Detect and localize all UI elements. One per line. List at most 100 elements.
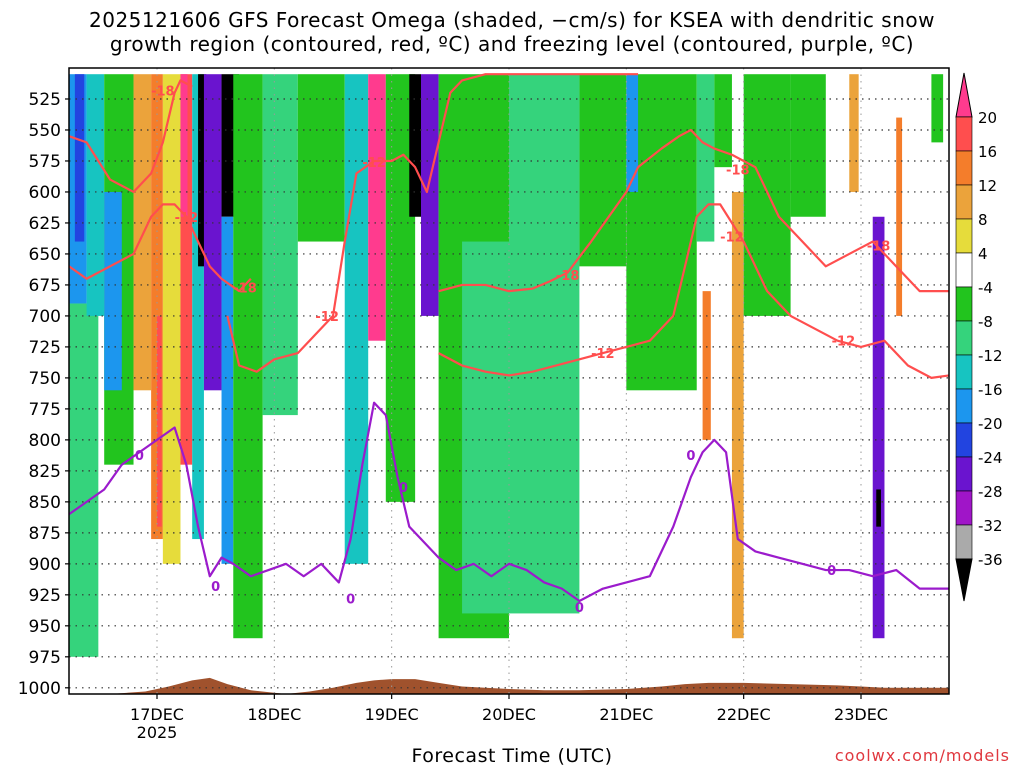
omega-cell-19: [297, 74, 345, 242]
colorbar-label-12: -32: [978, 517, 1003, 535]
y-tick-label-575: 575: [29, 152, 61, 172]
omega-cell-7: [151, 74, 163, 540]
omega-cell-26: [462, 241, 509, 614]
x-tick-label-19DEC: 19DEC: [365, 705, 419, 724]
terrain-layer: [69, 677, 949, 694]
chart-title-line-2: growth region (contoured, red, ºC) and f…: [109, 32, 915, 56]
contour-layer: -18 -12 -18 -12 -12 -18 -18 -18 -12 -12 -12 0 0 0 0 0 0 0: [69, 73, 949, 616]
colorbar-bottom-arrow: [955, 558, 973, 602]
contour-label-5-3: 0: [399, 481, 408, 496]
contour-label-5-2: 0: [346, 593, 355, 608]
colorbar-box-8: [955, 354, 973, 390]
contour-label-3-0: -18: [556, 269, 580, 284]
x-axis-title: Forecast Time (UTC): [411, 745, 613, 767]
omega-cell-32: [702, 291, 711, 440]
y-tick-label-975: 975: [29, 648, 61, 668]
omega-cell-35: [743, 74, 791, 316]
colorbar-label-3: 8: [978, 211, 988, 229]
contour-label-5-4: 0: [575, 601, 584, 616]
contour-label-0-0: -18: [151, 84, 175, 99]
omega-cell-9: [162, 74, 181, 564]
omega-cell-6: [133, 74, 152, 391]
colorbar-label-0: 20: [978, 109, 997, 127]
colorbar-label-4: 4: [978, 245, 988, 263]
colorbar-box-5: [955, 252, 973, 288]
x-tick-label-17DEC: 17DEC: [130, 705, 184, 724]
omega-shading-layer: [69, 74, 944, 657]
colorbar: 20 16 12 8 4 -4 -8 -12 -16 -20 -24 -28 -32 -36: [955, 72, 1003, 602]
contour-label-4-2: -12: [832, 335, 856, 350]
y-tick-label-675: 675: [29, 276, 61, 296]
y-tick-label-850: 850: [29, 493, 61, 513]
omega-cell-28: [579, 74, 627, 267]
colorbar-box-3: [955, 184, 973, 220]
y-tick-label-800: 800: [29, 431, 61, 451]
omega-cell-27: [509, 74, 580, 614]
contour-label-4-1: -12: [720, 231, 744, 246]
contour-label-1-1: -18: [233, 281, 257, 296]
y-tick-label-600: 600: [29, 183, 61, 203]
y-tick-label-825: 825: [29, 462, 61, 482]
contour-label-5-0: 0: [135, 449, 144, 464]
contour-label-3-2: -18: [867, 239, 891, 254]
x-tick-label-21DEC: 21DEC: [599, 705, 653, 724]
contour-line-3: [438, 128, 949, 293]
colorbar-label-9: -20: [978, 415, 1003, 433]
colorbar-box-10: [955, 422, 973, 458]
colorbar-box-9: [955, 388, 973, 424]
x-year-label: 2025: [137, 723, 178, 742]
y-tick-label-700: 700: [29, 307, 61, 327]
colorbar-box-1: [955, 116, 973, 152]
omega-cell-33: [714, 74, 732, 168]
colorbar-label-8: -16: [978, 381, 1003, 399]
omega-cell-21: [368, 74, 386, 341]
omega-cell-16: [221, 216, 234, 564]
contour-label-1-0: -12: [175, 211, 199, 226]
omega-cell-3: [74, 74, 85, 242]
colorbar-box-6: [955, 286, 973, 322]
y-tick-label-725: 725: [29, 338, 61, 358]
x-tick-label-23DEC: 23DEC: [834, 705, 888, 724]
contour-label-2-1: -12: [362, 156, 386, 171]
y-tick-label-750: 750: [29, 369, 61, 389]
omega-cell-40: [896, 117, 903, 316]
contour-line-0: [69, 79, 193, 194]
colorbar-label-5: -4: [978, 279, 993, 297]
y-tick-label-525: 525: [29, 90, 61, 110]
contour-label-2-0: -12: [315, 310, 339, 325]
contour-label-5-6: 0: [827, 564, 836, 579]
colorbar-box-4: [955, 218, 973, 254]
contour-line-2: [226, 73, 639, 373]
x-tick-label-20DEC: 20DEC: [482, 705, 536, 724]
omega-cell-10: [180, 74, 193, 465]
terrain-area: [69, 677, 949, 694]
y-tick-label-625: 625: [29, 214, 61, 234]
omega-cell-38: [872, 216, 885, 639]
omega-cell-39: [876, 489, 881, 527]
omega-cell-34: [731, 191, 744, 639]
omega-cell-30: [626, 74, 639, 192]
colorbar-label-11: -28: [978, 483, 1003, 501]
colorbar-box-2: [955, 150, 973, 186]
contour-label-5-1: 0: [211, 580, 220, 595]
omega-cell-31: [696, 74, 715, 242]
contour-label-3-1: -18: [726, 164, 750, 179]
omega-cell-24: [421, 74, 439, 316]
omega-cell-13: [198, 74, 207, 267]
colorbar-label-6: -8: [978, 313, 993, 331]
colorbar-label-13: -36: [978, 551, 1003, 569]
colorbar-label-10: -24: [978, 449, 1003, 467]
axes-layer: 525 550 575 600 625 650 675 700 725 750 775 800 825 8…: [18, 67, 950, 742]
colorbar-box-13: [955, 524, 973, 560]
colorbar-top-arrow: [955, 72, 973, 118]
contour-label-5-5: 0: [686, 449, 695, 464]
omega-cell-11: [192, 74, 204, 540]
omega-cell-20: [344, 74, 369, 564]
omega-cell-8: [157, 315, 162, 527]
omega-cell-36: [790, 74, 826, 217]
colorbar-label-1: 16: [978, 143, 997, 161]
contour-line-5: [69, 401, 949, 603]
y-tick-label-1000: 1000: [18, 679, 61, 699]
x-tick-label-22DEC: 22DEC: [717, 705, 771, 724]
